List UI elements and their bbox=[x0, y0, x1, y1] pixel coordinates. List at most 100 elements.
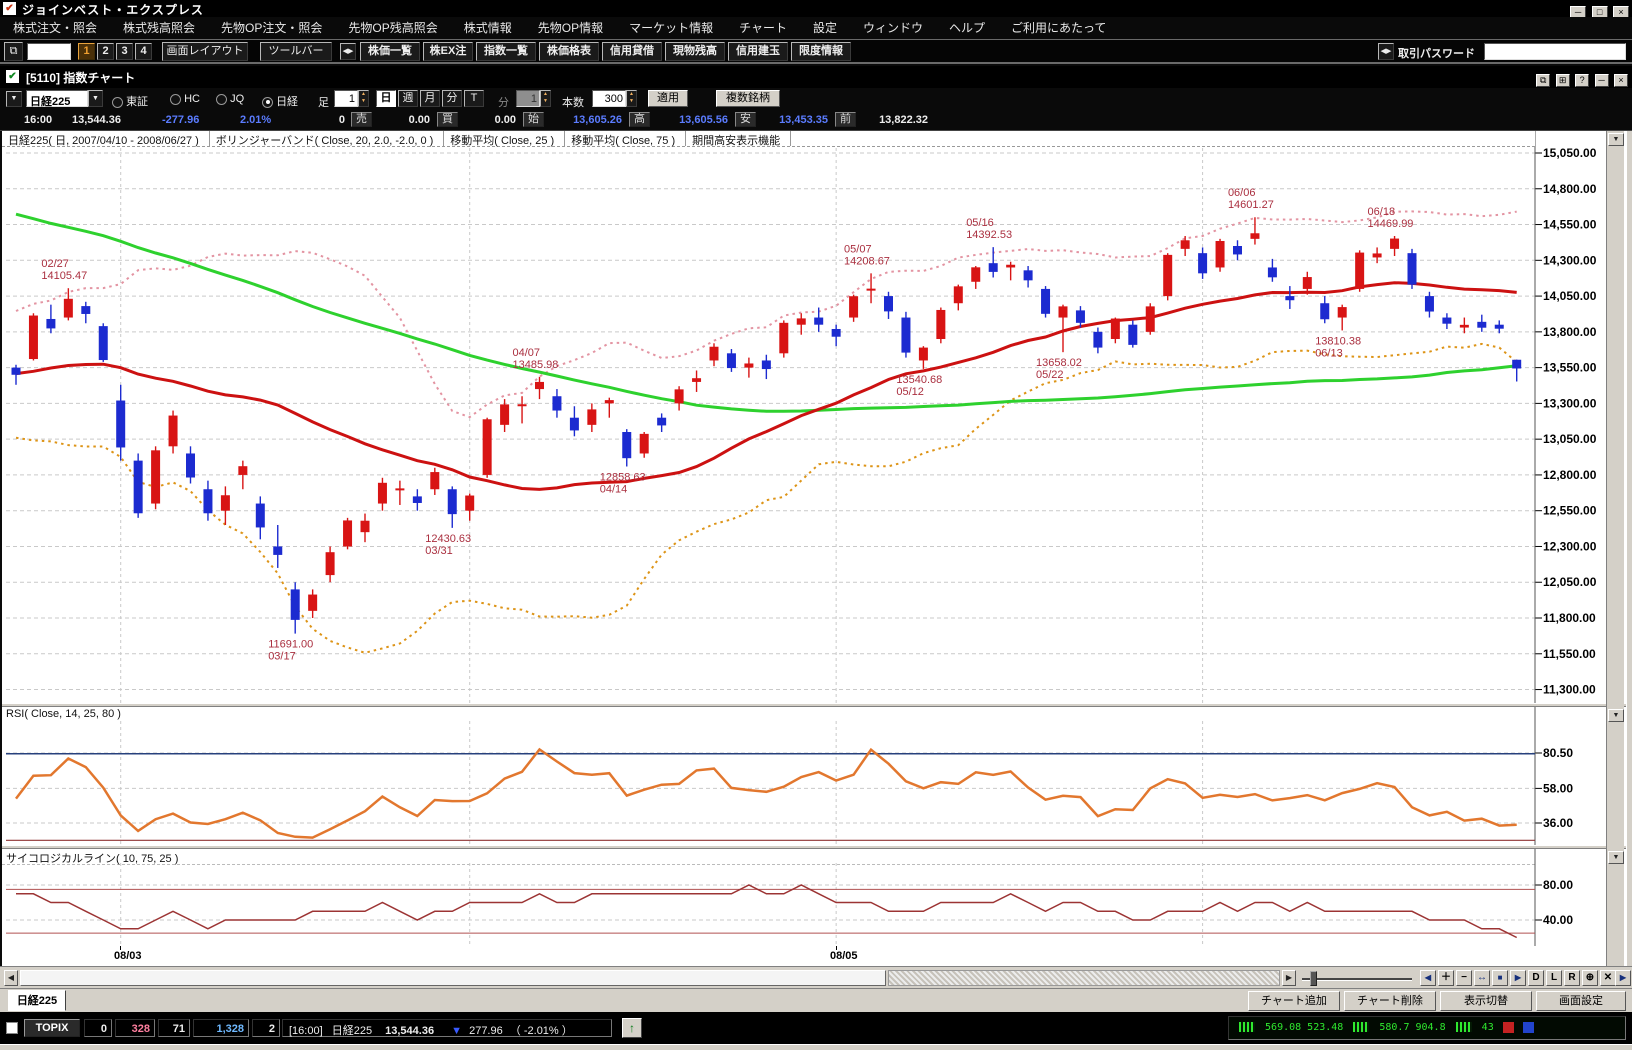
trade-password-input[interactable] bbox=[1484, 43, 1626, 60]
app-icon: ✔ bbox=[3, 2, 16, 15]
menu-futures-op-balance[interactable]: 先物OP残高照会 bbox=[348, 20, 438, 35]
index-list-button[interactable]: 指数一覧 bbox=[476, 42, 536, 61]
toolbar-grip-icon[interactable]: ◀▶ bbox=[340, 43, 356, 60]
delete-chart-button[interactable]: チャート削除 bbox=[1344, 991, 1436, 1011]
play-button[interactable]: ▶ bbox=[1510, 970, 1526, 986]
psych-pane-dropdown[interactable]: ▼ bbox=[1608, 851, 1624, 864]
pane-splitter[interactable] bbox=[2, 845, 1626, 849]
topix-button[interactable]: TOPIX bbox=[24, 1019, 80, 1037]
menu-chart[interactable]: チャート bbox=[739, 20, 787, 35]
toolbar-menu-button[interactable]: ツールバー ▼ bbox=[260, 42, 332, 73]
rsi-pane-dropdown[interactable]: ▼ bbox=[1608, 709, 1624, 722]
window-grid-icon[interactable]: ⊞ bbox=[1555, 74, 1570, 87]
scroll-start-button[interactable]: ◀ bbox=[1420, 970, 1436, 986]
close-window-button[interactable]: × bbox=[1614, 74, 1628, 87]
d-mode-button[interactable]: D bbox=[1528, 970, 1544, 986]
svg-text:11,800.00: 11,800.00 bbox=[1543, 611, 1596, 625]
radio-jq[interactable]: JQ bbox=[216, 93, 244, 105]
radio-icon bbox=[170, 93, 181, 105]
svg-text:06/06: 06/06 bbox=[1228, 187, 1256, 199]
stop-button[interactable]: ■ bbox=[1492, 970, 1508, 986]
margin-position-button[interactable]: 信用建玉 bbox=[728, 42, 788, 61]
main-pane-dropdown[interactable]: ▼ bbox=[1608, 133, 1624, 146]
period-month-button[interactable]: 月 bbox=[420, 90, 440, 107]
symbol-select[interactable]: 日経225 bbox=[26, 90, 88, 108]
led-bar-icon bbox=[1239, 1022, 1255, 1032]
layout-2-button[interactable]: 2 bbox=[97, 43, 114, 60]
multi-symbol-button[interactable]: 複数銘柄 bbox=[716, 90, 780, 107]
menu-futures-op-info[interactable]: 先物OP情報 bbox=[537, 20, 604, 35]
period-minute-button[interactable]: 分 bbox=[442, 90, 462, 107]
scroll-left-button[interactable]: ◀ bbox=[4, 970, 18, 986]
spinner-icon[interactable]: ▲ ▼ bbox=[626, 90, 637, 107]
radio-hc[interactable]: HC bbox=[170, 93, 200, 105]
screen-settings-button[interactable]: 画面設定 bbox=[1536, 991, 1626, 1011]
r-mode-button[interactable]: R bbox=[1564, 970, 1580, 986]
pane-dropdown-button[interactable]: ▼ bbox=[6, 91, 22, 107]
apply-button[interactable]: 適用 bbox=[648, 90, 688, 107]
svg-text:12,050.00: 12,050.00 bbox=[1543, 575, 1597, 589]
limit-info-button[interactable]: 限度情報 bbox=[791, 42, 851, 61]
menu-stock-balance[interactable]: 株式残高照会 bbox=[123, 20, 196, 35]
up-arrow-button[interactable]: ↑ bbox=[622, 1018, 642, 1038]
period-tick-button[interactable]: T bbox=[464, 90, 484, 107]
zoom-out-button[interactable]: − bbox=[1456, 970, 1472, 986]
sell-label: 売 bbox=[351, 112, 372, 127]
menu-settings[interactable]: 設定 bbox=[812, 20, 837, 35]
stock-ex-order-button[interactable]: 株EX注 bbox=[423, 42, 473, 61]
add-chart-button[interactable]: チャート追加 bbox=[1248, 991, 1340, 1011]
scroll-end-button[interactable]: ▶ bbox=[1615, 970, 1631, 986]
l-mode-button[interactable]: L bbox=[1546, 970, 1562, 986]
toolbar-menu-label: ツールバー bbox=[268, 45, 324, 57]
period-day-button[interactable]: 日 bbox=[376, 90, 396, 107]
ashi-spinner[interactable]: 1 ▲ ▼ bbox=[334, 90, 369, 107]
pan-button[interactable]: ↔ bbox=[1474, 970, 1490, 986]
chart-tab-nikkei225[interactable]: 日経225 bbox=[8, 990, 66, 1011]
quote-row: 16:00 13,544.36 -277.96 2.01% 0 売 0.00 買… bbox=[0, 110, 1632, 131]
count-spinner[interactable]: 300 ▲ ▼ bbox=[592, 90, 637, 107]
toolbar-grip-icon[interactable]: ◀▶ bbox=[1378, 43, 1394, 60]
x-axis-label-may: 08/05 bbox=[830, 950, 858, 962]
layout-1-button[interactable]: 1 bbox=[78, 43, 95, 60]
toggle-display-button[interactable]: 表示切替 bbox=[1440, 991, 1532, 1011]
zoom-slider-track[interactable] bbox=[1302, 978, 1412, 981]
price-list-button[interactable]: 株価一覧 bbox=[360, 42, 420, 61]
svg-text:12,300.00: 12,300.00 bbox=[1543, 539, 1597, 553]
menu-futures-op-order[interactable]: 先物OP注文・照会 bbox=[221, 20, 323, 35]
scroll-track[interactable] bbox=[888, 970, 1280, 986]
cascade-windows-icon[interactable]: ⧉ bbox=[4, 42, 23, 61]
svg-text:11691.00: 11691.00 bbox=[268, 639, 313, 651]
radio-tosho[interactable]: 東証 bbox=[112, 93, 148, 109]
radio-nikkei-label: 日経 bbox=[276, 96, 299, 108]
period-week-button[interactable]: 週 bbox=[398, 90, 418, 107]
layout-4-button[interactable]: 4 bbox=[135, 43, 152, 60]
magnify-button[interactable]: ⊕ bbox=[1582, 970, 1598, 986]
menu-window[interactable]: ウィンドウ bbox=[863, 20, 924, 35]
scroll-right-button[interactable]: ▶ bbox=[1282, 970, 1296, 986]
pane-splitter[interactable] bbox=[2, 703, 1626, 707]
quick-code-input[interactable] bbox=[27, 43, 71, 60]
help-icon[interactable]: ? bbox=[1575, 74, 1590, 87]
menu-guide[interactable]: ご利用にあたって bbox=[1011, 20, 1107, 35]
cash-balance-button[interactable]: 現物残高 bbox=[665, 42, 725, 61]
symbol-dropdown-button[interactable]: ▼ bbox=[88, 90, 103, 107]
close-chart-button[interactable]: ✕ bbox=[1600, 970, 1616, 986]
minimize-window-button[interactable]: ─ bbox=[1594, 74, 1609, 87]
status-checkbox[interactable] bbox=[6, 1022, 18, 1034]
menu-market-info[interactable]: マーケット情報 bbox=[629, 20, 714, 35]
scroll-thumb[interactable] bbox=[20, 970, 886, 986]
menu-stock-info[interactable]: 株式情報 bbox=[463, 20, 512, 35]
meter-left-values: 569.08 523.48 bbox=[1265, 1022, 1344, 1033]
layout-3-button[interactable]: 3 bbox=[116, 43, 133, 60]
menu-help[interactable]: ヘルプ bbox=[949, 20, 986, 35]
price-board-button[interactable]: 株価格表 bbox=[539, 42, 599, 61]
zoom-slider-thumb[interactable] bbox=[1310, 971, 1317, 986]
zoom-in-button[interactable]: ＋ bbox=[1438, 970, 1454, 986]
radio-nikkei[interactable]: 日経 bbox=[262, 93, 298, 109]
window-restore-icon[interactable]: ⧉ bbox=[1536, 74, 1551, 87]
menu-stock-order[interactable]: 株式注文・照会 bbox=[13, 20, 98, 35]
margin-lending-button[interactable]: 信用貸借 bbox=[602, 42, 662, 61]
spinner-icon[interactable]: ▲ ▼ bbox=[358, 90, 369, 107]
screen-layout-button[interactable]: 画面レイアウト ▼ bbox=[162, 42, 248, 73]
